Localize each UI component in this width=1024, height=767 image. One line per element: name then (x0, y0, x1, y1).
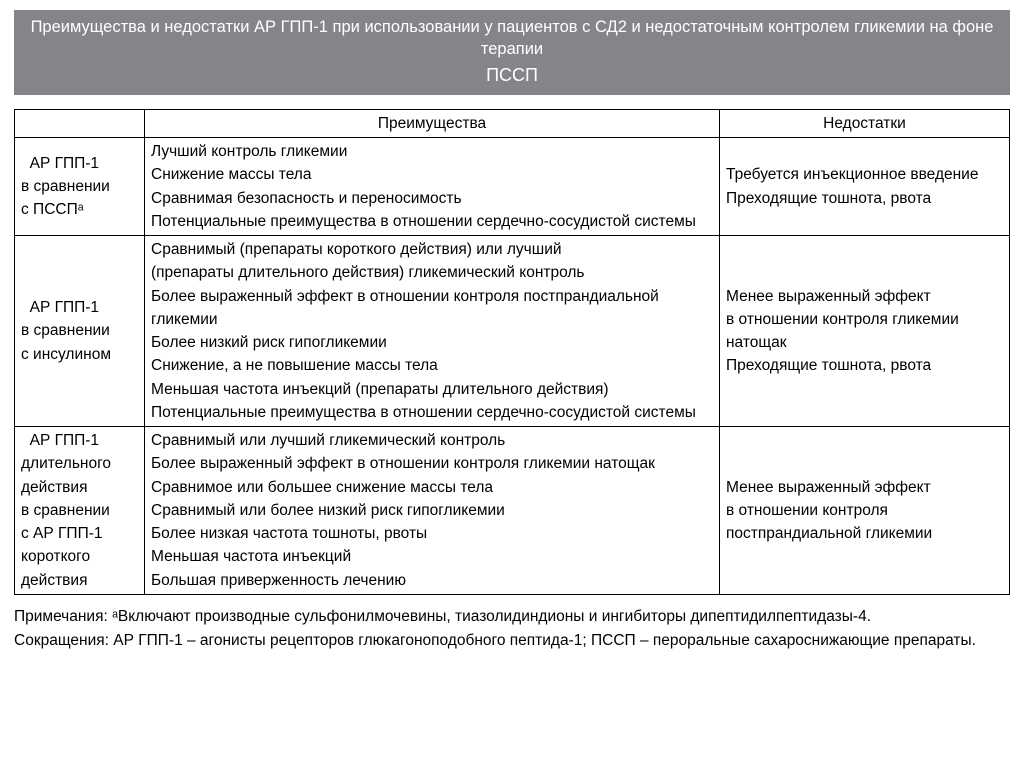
row-label-line: в сравнении (21, 319, 138, 342)
advantage-line: Сравнимый или лучший гликемический контр… (151, 429, 713, 452)
row-label: АР ГПП-1в сравнениис ПССПᵃ (15, 138, 145, 236)
table-header-row: Преимущества Недостатки (15, 109, 1010, 137)
title-banner: Преимущества и недостатки АР ГПП-1 при и… (14, 10, 1010, 95)
disadvantage-line: Менее выраженный эффект (726, 285, 1003, 308)
advantage-line: Сравнимое или большее снижение массы тел… (151, 476, 713, 499)
disadvantage-line: Преходящие тошнота, рвота (726, 187, 1003, 210)
advantage-line: Лучший контроль гликемии (151, 140, 713, 163)
disadvantage-line: в отношении контроля (726, 499, 1003, 522)
disadvantage-line: натощак (726, 331, 1003, 354)
row-label-line: АР ГПП-1 (21, 296, 138, 319)
advantage-line: Меньшая частота инъекций (151, 545, 713, 568)
row-label-line: с инсулином (21, 343, 138, 366)
disadvantage-line: Требуется инъекционное введение (726, 163, 1003, 186)
row-label-line: в сравнении (21, 175, 138, 198)
col-empty (15, 109, 145, 137)
table-row: АР ГПП-1в сравнениис ПССПᵃЛучший контрол… (15, 138, 1010, 236)
table-row: АР ГПП-1длительногодействияв сравнениис … (15, 427, 1010, 595)
banner-line2: ПССП (24, 63, 1000, 87)
advantage-line: Более низкая частота тошноты, рвоты (151, 522, 713, 545)
advantage-line: Более выраженный эффект в отношении конт… (151, 285, 713, 332)
row-label-line: в сравнении (21, 499, 138, 522)
row-label-line: с АР ГПП-1 (21, 522, 138, 545)
disadvantage-line: постпрандиальной гликемии (726, 522, 1003, 545)
advantages-cell: Лучший контроль гликемииСнижение массы т… (145, 138, 720, 236)
advantage-line: Более низкий риск гипогликемии (151, 331, 713, 354)
disadvantage-line: Преходящие тошнота, рвота (726, 354, 1003, 377)
row-label-line: АР ГПП-1 (21, 152, 138, 175)
row-label-line: действия (21, 476, 138, 499)
col-advantages: Преимущества (145, 109, 720, 137)
table-row: АР ГПП-1в сравнениис инсулином Сравнимый … (15, 236, 1010, 427)
row-label-line: длительного (21, 452, 138, 475)
advantage-line: Сравнимый или более низкий риск гипоглик… (151, 499, 713, 522)
advantage-line: Снижение массы тела (151, 163, 713, 186)
col-disadvantages: Недостатки (720, 109, 1010, 137)
row-label-line: с ПССПᵃ (21, 198, 138, 221)
advantage-line: Потенциальные преимущества в отношении с… (151, 210, 713, 233)
advantage-line: Сравнимая безопасность и переносимость (151, 187, 713, 210)
advantage-line: Потенциальные преимущества в отношении с… (151, 401, 713, 424)
advantage-line: (препараты длительного действия) гликеми… (151, 261, 713, 284)
row-label: АР ГПП-1длительногодействияв сравнениис … (15, 427, 145, 595)
footnotes: Примечания: ᵃВключают производные сульфо… (14, 605, 1010, 653)
disadvantages-cell: Требуется инъекционное введениеПреходящи… (720, 138, 1010, 236)
disadvantages-cell: Менее выраженный эффектв отношении контр… (720, 427, 1010, 595)
row-label-line: действия (21, 569, 138, 592)
advantage-line: Меньшая частота инъекций (препараты длит… (151, 378, 713, 401)
advantage-line: Большая приверженность лечению (151, 569, 713, 592)
advantage-line: Более выраженный эффект в отношении конт… (151, 452, 713, 475)
row-label: АР ГПП-1в сравнениис инсулином (15, 236, 145, 427)
footnote-2: Сокращения: АР ГПП-1 – агонисты рецептор… (14, 629, 1010, 653)
banner-line1: Преимущества и недостатки АР ГПП-1 при и… (31, 18, 994, 58)
advantages-cell: Сравнимый или лучший гликемический контр… (145, 427, 720, 595)
row-label-line: короткого (21, 545, 138, 568)
disadvantage-line: в отношении контроля гликемии (726, 308, 1003, 331)
disadvantage-line: Менее выраженный эффект (726, 476, 1003, 499)
advantage-line: Сравнимый (препараты короткого действия)… (151, 238, 713, 261)
disadvantages-cell: Менее выраженный эффектв отношении контр… (720, 236, 1010, 427)
footnote-1: Примечания: ᵃВключают производные сульфо… (14, 605, 1010, 629)
row-label-line: АР ГПП-1 (21, 429, 138, 452)
advantages-cell: Сравнимый (препараты короткого действия)… (145, 236, 720, 427)
advantage-line: Снижение, а не повышение массы тела (151, 354, 713, 377)
comparison-table: Преимущества Недостатки АР ГПП-1в сравне… (14, 109, 1010, 595)
